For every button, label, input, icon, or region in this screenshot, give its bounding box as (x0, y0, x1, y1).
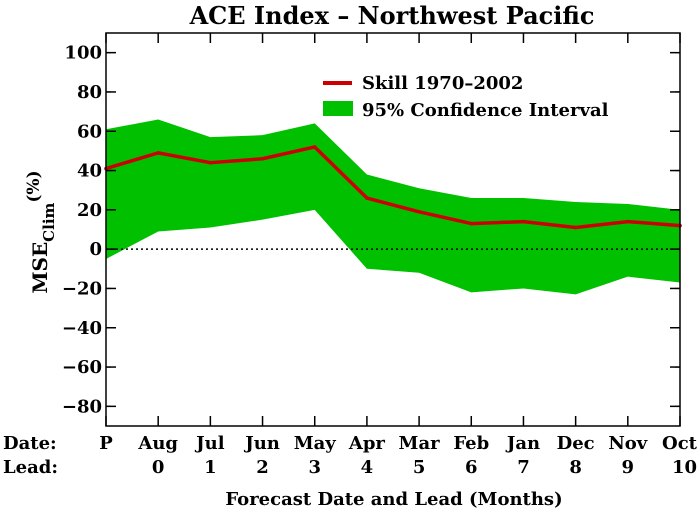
plot-area (104, 32, 682, 427)
y-axis-ticks: −80 −60 −40 −20 0 20 40 60 80 100 (62, 43, 680, 417)
x-lead-label: 6 (465, 457, 478, 478)
y-tick-label: 20 (77, 200, 102, 221)
skill-point (417, 210, 421, 214)
skill-point (312, 145, 317, 149)
y-axis-label: MSEClim(%) (24, 170, 58, 293)
skill-point (573, 225, 578, 230)
skill-point (156, 151, 160, 155)
y-tick-label: −20 (62, 278, 102, 299)
skill-point (626, 219, 630, 224)
y-tick-label: −40 (62, 318, 102, 339)
y-axis-label-main: MSE (28, 242, 52, 294)
x-lead-label: 4 (361, 457, 374, 478)
y-tick-label: 40 (77, 161, 102, 182)
x-date-label: Jun (243, 433, 280, 454)
y-tick-label: −60 (62, 357, 102, 378)
x-lead-label: 8 (569, 457, 582, 478)
x-axis-label: Forecast Date and Lead (Months) (225, 489, 562, 510)
chart-title: ACE Index – Northwest Pacific (189, 1, 595, 30)
x-date-label: P (99, 433, 113, 454)
skill-point (469, 221, 474, 226)
skill-point (521, 219, 526, 224)
skill-point (260, 156, 265, 161)
x-date-label: Oct (662, 433, 698, 454)
x-lead-label: 10 (672, 457, 697, 478)
skill-point (208, 160, 213, 165)
legend: Skill 1970–2002 95% Confidence Interval (323, 73, 609, 121)
x-axis-ticks: P Aug 0 Jul 1 Jun 2 May 3 Apr 4 Mar 5 Feb 6 Jan 7 Dec 8 Nov… (99, 33, 698, 478)
y-tick-label: −80 (62, 396, 102, 417)
x-lead-label: 3 (308, 457, 321, 478)
x-date-label: Jan (505, 433, 540, 454)
legend-ci-swatch (323, 101, 353, 116)
y-tick-label: 100 (64, 43, 102, 64)
x-date-label: May (294, 433, 337, 454)
lead-row-label: Lead: (3, 457, 58, 478)
x-lead-label: 2 (256, 457, 269, 478)
date-row-label: Date: (3, 433, 57, 454)
x-lead-label: 7 (517, 457, 530, 478)
x-date-label: Aug (137, 433, 178, 454)
y-tick-label: 80 (77, 82, 102, 103)
x-date-label: Apr (348, 433, 386, 454)
x-date-label: Mar (399, 433, 441, 454)
y-tick-label: 60 (77, 121, 102, 142)
skill-point (365, 196, 369, 200)
x-lead-label: 1 (204, 457, 217, 478)
confidence-band (106, 119, 680, 295)
x-date-label: Jul (194, 433, 225, 454)
x-date-label: Nov (608, 433, 647, 454)
x-date-label: Feb (453, 433, 489, 454)
x-date-label: Dec (557, 433, 595, 454)
skill-line (105, 145, 681, 230)
legend-skill-label: Skill 1970–2002 (362, 73, 523, 94)
x-lead-label: 0 (152, 457, 165, 478)
y-axis-label-unit: (%) (24, 170, 44, 202)
x-lead-label: 9 (622, 457, 635, 478)
y-tick-label: 0 (89, 239, 102, 260)
legend-ci-label: 95% Confidence Interval (362, 100, 609, 121)
y-axis-label-sub: Clim (40, 202, 58, 241)
plot-frame (105, 32, 681, 427)
x-lead-label: 5 (413, 457, 426, 478)
